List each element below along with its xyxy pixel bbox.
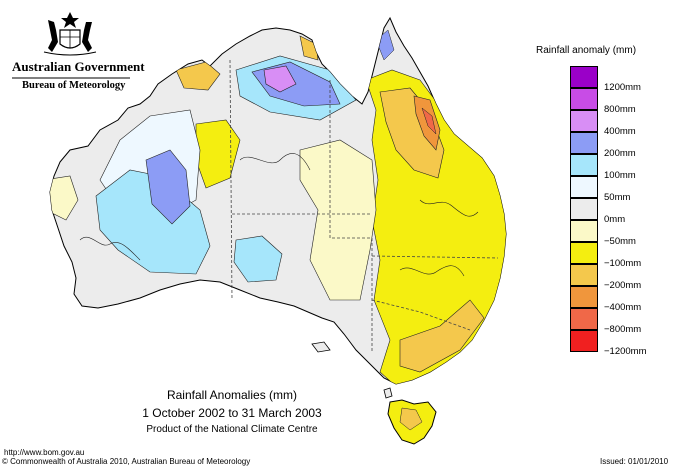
region-wa-very-wet: [145, 149, 191, 225]
legend-swatch: [570, 88, 598, 110]
legend-label: 0mm: [604, 214, 626, 225]
legend-label: 200mm: [604, 148, 636, 159]
contour-line: [419, 199, 479, 217]
legend-swatch: [570, 154, 598, 176]
legend-swatch: [570, 308, 598, 330]
mainland-anomaly-regions: [49, 16, 507, 385]
legend-swatch: [570, 132, 598, 154]
region-central-wet: [233, 235, 283, 283]
legend-label: −200mm: [604, 280, 642, 291]
footer-issued: Issued: 01/01/2010: [600, 457, 669, 466]
legend-label: −50mm: [604, 236, 636, 247]
legend-label: 800mm: [604, 104, 636, 115]
legend-swatch: [570, 330, 598, 352]
contour-line: [79, 236, 141, 261]
legend-label: 1200mm: [604, 82, 641, 93]
agency-title: Bureau of Meteorology: [22, 80, 126, 91]
island: [383, 387, 393, 399]
government-title: Australian Government: [12, 59, 145, 74]
state-border: [371, 255, 499, 259]
legend-label: 400mm: [604, 126, 636, 137]
state-border: [229, 59, 233, 301]
map-period: 1 October 2002 to 31 March 2003: [142, 406, 322, 420]
region-west-mild-dry: [50, 175, 79, 221]
tasmania-dry-patch: [399, 407, 423, 431]
legend-swatch: [570, 66, 598, 88]
region-north-extreme-wet: [263, 65, 297, 93]
legend-label: −400mm: [604, 302, 642, 313]
legend-swatch: [570, 264, 598, 286]
coat-of-arms-icon: [43, 12, 97, 56]
legend-label: −1200mm: [604, 346, 647, 357]
legend-label: −800mm: [604, 324, 642, 335]
legend-swatch: [570, 110, 598, 132]
map-product-credit: Product of the National Climate Centre: [146, 424, 318, 435]
contour-line: [239, 153, 311, 171]
footer-copyright: © Commonwealth of Australia 2010, Austra…: [2, 457, 251, 466]
legend-swatch: [570, 242, 598, 264]
legend-swatch: [570, 198, 598, 220]
state-border: [329, 80, 373, 352]
region-top-end-dry: [175, 61, 221, 91]
state-border: [371, 299, 471, 331]
region-coastal-severe: [421, 107, 437, 135]
legend-label: 100mm: [604, 170, 636, 181]
contour-line: [399, 265, 465, 277]
map-title: Rainfall Anomalies (mm): [166, 388, 298, 402]
region-arnhem-dry: [299, 35, 319, 61]
legend-title: Rainfall anomaly (mm): [536, 45, 637, 56]
legend-swatch: [570, 176, 598, 198]
legend-label: −100mm: [604, 258, 642, 269]
region-inland-mild-dry: [299, 139, 377, 301]
footer-url[interactable]: http://www.bom.gov.au: [4, 448, 85, 457]
island: [311, 341, 331, 353]
region-very-dry-se: [399, 299, 485, 373]
legend-swatch: [570, 220, 598, 242]
legend-swatch: [570, 286, 598, 308]
legend-label: 50mm: [604, 192, 631, 203]
